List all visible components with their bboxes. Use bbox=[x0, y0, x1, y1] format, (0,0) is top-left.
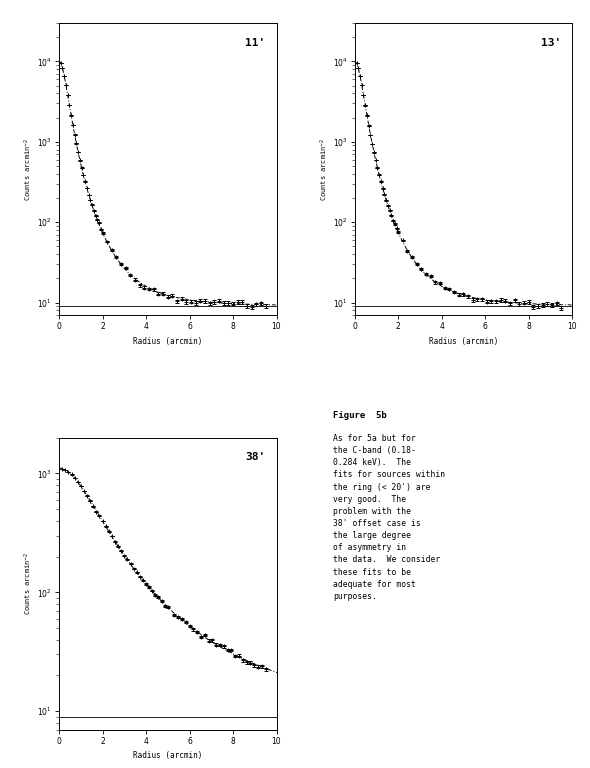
Text: 11': 11' bbox=[245, 38, 266, 48]
Y-axis label: Counts arcmin$^{-2}$: Counts arcmin$^{-2}$ bbox=[23, 552, 34, 615]
Y-axis label: Counts arcmin$^{-2}$: Counts arcmin$^{-2}$ bbox=[319, 137, 330, 200]
X-axis label: Radius (arcmin): Radius (arcmin) bbox=[133, 336, 202, 346]
Text: Figure  5b: Figure 5b bbox=[333, 411, 387, 420]
Text: 38': 38' bbox=[245, 452, 266, 462]
X-axis label: Radius (arcmin): Radius (arcmin) bbox=[429, 336, 498, 346]
Text: As for 5a but for
the C-band (0.18-
0.284 keV).  The
fits for sources within
the: As for 5a but for the C-band (0.18- 0.28… bbox=[333, 434, 445, 601]
Y-axis label: Counts arcmin$^{-2}$: Counts arcmin$^{-2}$ bbox=[23, 137, 34, 200]
X-axis label: Radius (arcmin): Radius (arcmin) bbox=[133, 751, 202, 760]
Text: 13': 13' bbox=[541, 38, 562, 48]
